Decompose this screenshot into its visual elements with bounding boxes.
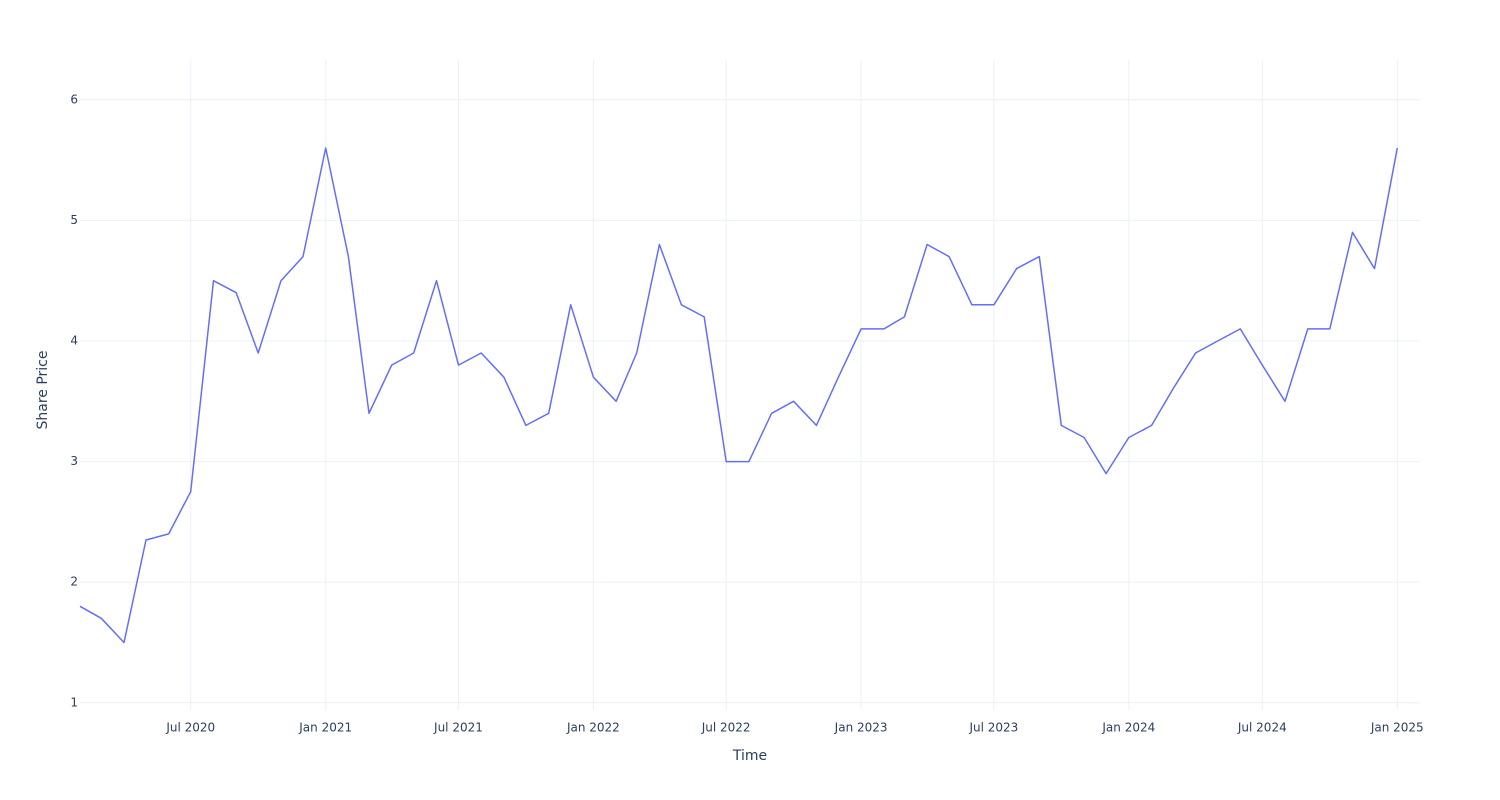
line-series — [79, 147, 1399, 644]
x-tick-label: Jul 2020 — [165, 721, 215, 735]
x-tick-label: Jan 2022 — [566, 721, 620, 735]
x-tick-label: Jan 2024 — [1101, 721, 1155, 735]
y-tick-label: 3 — [70, 454, 78, 468]
x-tick-label: Jul 2022 — [701, 721, 751, 735]
y-tick-label: 1 — [70, 695, 78, 709]
x-tick-label: Jul 2023 — [968, 721, 1018, 735]
x-tick-label: Jan 2021 — [298, 721, 352, 735]
x-tick-label: Jan 2025 — [1370, 721, 1424, 735]
y-axis-title: Share Price — [35, 350, 51, 429]
y-tick-label: 6 — [70, 92, 78, 106]
y-tick-label: 4 — [70, 333, 78, 347]
x-axis-title: Time — [732, 748, 767, 764]
x-tick-label: Jan 2023 — [834, 721, 888, 735]
y-tick-label: 2 — [70, 575, 78, 589]
y-tick-label: 5 — [70, 213, 78, 227]
x-tick-label: Jul 2021 — [433, 721, 483, 735]
x-tick-label: Jul 2024 — [1237, 721, 1287, 735]
